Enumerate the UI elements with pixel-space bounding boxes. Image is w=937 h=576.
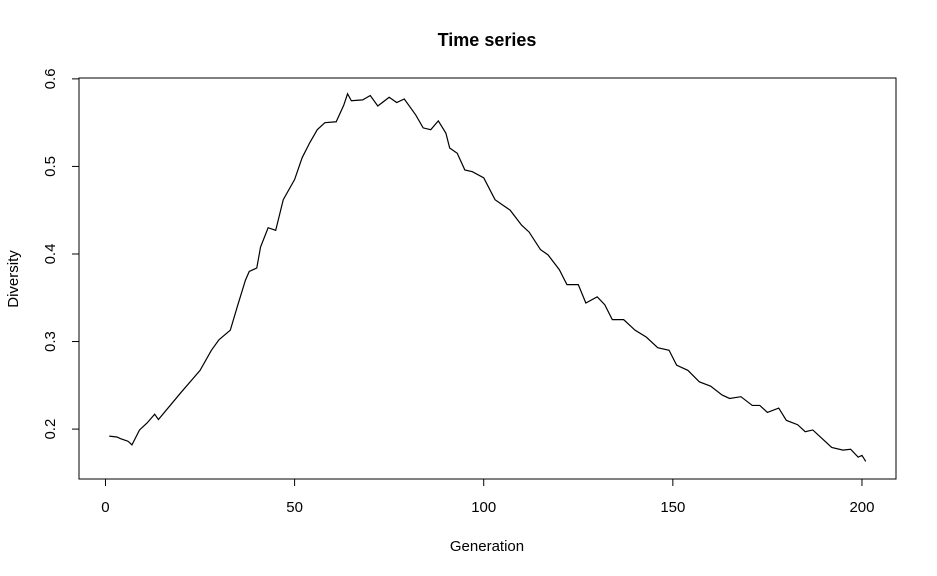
plot-box [78, 77, 897, 480]
y-tick-label: 0.5 [42, 156, 59, 177]
y-tick-label: 0.2 [42, 419, 59, 440]
chart-title: Time series [438, 30, 537, 50]
x-tick-label: 200 [849, 499, 874, 516]
x-tick-label: 150 [660, 499, 685, 516]
x-tick-label: 0 [101, 499, 109, 516]
y-tick-label: 0.4 [42, 244, 59, 265]
y-axis-label: Diversity [5, 250, 22, 308]
data-line [109, 92, 867, 462]
x-axis-label: Generation [450, 538, 524, 555]
y-tick-label: 0.3 [42, 331, 59, 352]
x-tick-label: 50 [286, 499, 303, 516]
y-tick-label: 0.6 [42, 68, 59, 89]
x-tick-label: 100 [471, 499, 496, 516]
